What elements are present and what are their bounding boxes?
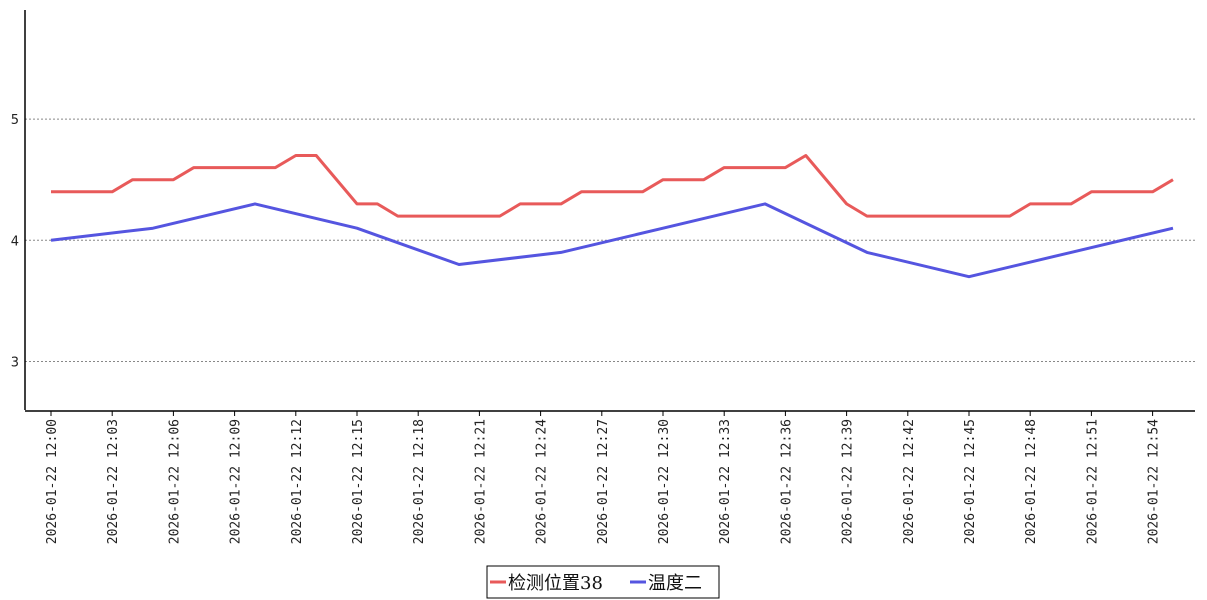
y-tick-label: 5 bbox=[11, 113, 19, 128]
x-tick-label: 2026-01-22 12:09 bbox=[229, 419, 244, 544]
x-tick-label: 2026-01-22 12:12 bbox=[290, 419, 305, 544]
x-tick-label: 2026-01-22 12:30 bbox=[657, 419, 672, 544]
axes bbox=[24, 10, 1195, 412]
legend-label-series-1: 检测位置38 bbox=[508, 573, 603, 594]
x-tick-label: 2026-01-22 12:45 bbox=[963, 419, 978, 544]
x-tick-labels: 2026-01-22 12:00 2026-01-22 12:03 2026-01-… bbox=[45, 411, 1162, 544]
legend-label-series-2: 温度二 bbox=[648, 573, 702, 594]
x-tick-label: 2026-01-22 12:42 bbox=[902, 419, 917, 544]
y-tick-labels: 3 4 5 bbox=[11, 113, 19, 370]
y-tick-label: 4 bbox=[11, 234, 19, 249]
x-tick-label: 2026-01-22 12:54 bbox=[1147, 419, 1162, 544]
legend: 检测位置38 温度二 bbox=[486, 565, 720, 599]
x-tick-label: 2026-01-22 12:36 bbox=[779, 419, 794, 544]
x-tick-label: 2026-01-22 12:21 bbox=[473, 419, 488, 544]
x-tick-label: 2026-01-22 12:06 bbox=[167, 419, 182, 544]
x-tick-label: 2026-01-22 12:48 bbox=[1024, 419, 1039, 544]
x-tick-label: 2026-01-22 12:39 bbox=[841, 419, 856, 544]
x-tick-label: 2026-01-22 12:03 bbox=[106, 419, 121, 544]
y-tick-label: 3 bbox=[11, 356, 19, 371]
series-line-1 bbox=[51, 154, 1174, 218]
legend-box bbox=[486, 565, 720, 599]
series-lines bbox=[50, 154, 1174, 279]
x-tick-label: 2026-01-22 12:33 bbox=[718, 419, 733, 544]
x-tick-label: 2026-01-22 12:24 bbox=[535, 419, 550, 544]
series-line-2 bbox=[50, 202, 1174, 279]
x-tick-label: 2026-01-22 12:18 bbox=[412, 419, 427, 544]
x-tick-label: 2026-01-22 12:00 bbox=[45, 419, 60, 544]
x-tick-label: 2026-01-22 12:51 bbox=[1085, 419, 1100, 544]
x-tick-label: 2026-01-22 12:27 bbox=[596, 419, 611, 544]
x-tick-label: 2026-01-22 12:15 bbox=[351, 419, 366, 544]
